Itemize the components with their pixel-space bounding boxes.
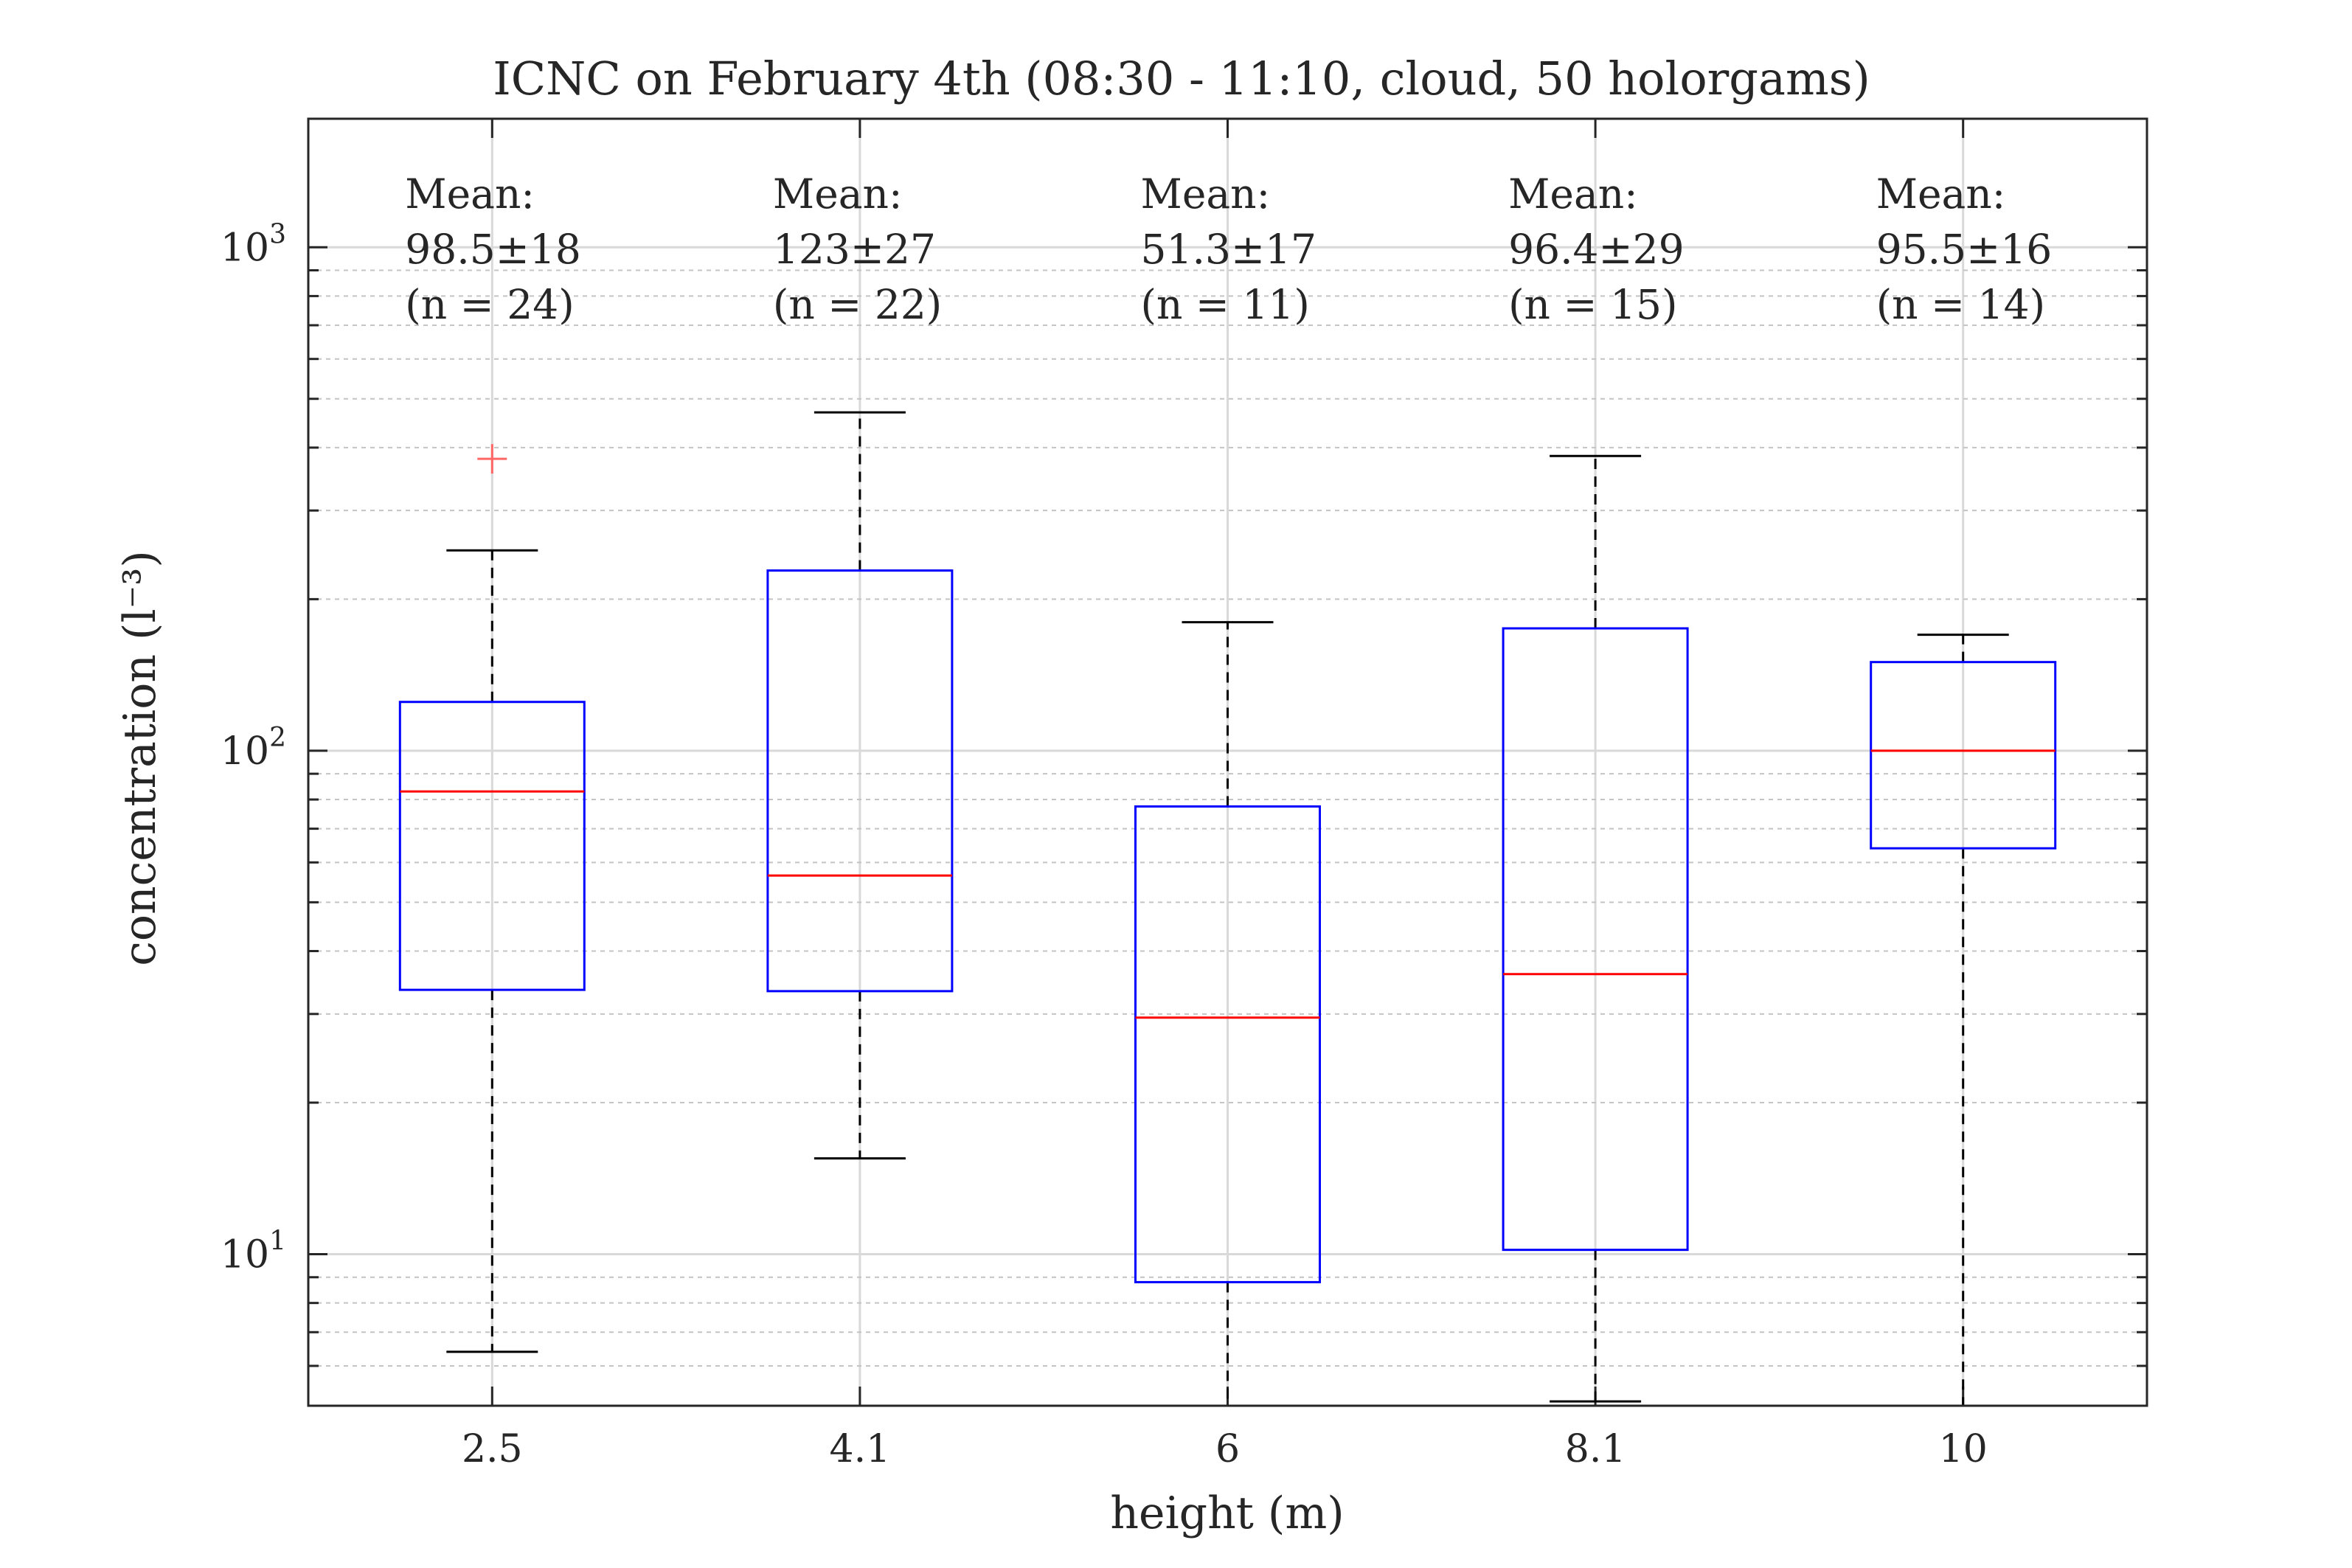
sample-count: (n = 22) <box>773 281 942 328</box>
box-group <box>398 444 586 1353</box>
y-tick-label: 102 <box>221 723 286 774</box>
mean-label: Mean: <box>1508 170 1638 218</box>
iqr-box <box>1870 661 2057 850</box>
y-tick-label-exponent: 1 <box>269 1227 286 1257</box>
sample-count: (n = 14) <box>1876 281 2045 328</box>
x-tick-label: 4.1 <box>830 1427 891 1471</box>
mean-value: 96.4±29 <box>1508 226 1685 273</box>
mean-value: 51.3±17 <box>1141 226 1317 273</box>
box-group <box>1134 621 1321 1406</box>
y-axis-label: concentration (l⁻³) <box>114 550 166 966</box>
y-tick-label-base: 10 <box>221 1233 269 1277</box>
sample-count: (n = 11) <box>1141 281 1310 328</box>
mean-value: 95.5±16 <box>1876 226 2053 273</box>
y-tick-label: 101 <box>221 1227 286 1277</box>
box-group <box>1870 634 2057 1406</box>
axes-frame <box>307 117 2148 1407</box>
outlier-marker <box>477 444 507 474</box>
box-group <box>766 411 954 1160</box>
iqr-box <box>1134 805 1321 1283</box>
x-tick-label: 2.5 <box>462 1427 523 1471</box>
annotations-layer: Mean: 98.5±18 (n = 24) Mean: 123±27 (n = 22) M… <box>405 170 2052 328</box>
x-tick-label: 8.1 <box>1565 1427 1626 1471</box>
y-tick-label-base: 10 <box>221 226 269 270</box>
box-group <box>1502 454 1689 1403</box>
mean-value: 98.5±18 <box>405 226 581 273</box>
y-tick-label-base: 10 <box>221 729 269 774</box>
iqr-box <box>766 569 954 993</box>
y-tick-label-exponent: 2 <box>269 723 286 753</box>
chart-title: ICNC on February 4th (08:30 - 11:10, clo… <box>493 52 1870 105</box>
mean-label: Mean: <box>1141 170 1271 218</box>
mean-label: Mean: <box>773 170 903 218</box>
mean-label: Mean: <box>405 170 535 218</box>
sample-count: (n = 24) <box>405 281 574 328</box>
iqr-box <box>1502 627 1689 1252</box>
boxes-layer <box>398 411 2057 1406</box>
sample-count: (n = 15) <box>1508 281 1677 328</box>
x-axis-label: height (m) <box>1110 1488 1344 1539</box>
x-tick-label: 10 <box>1939 1427 1988 1471</box>
x-tick-label: 6 <box>1215 1427 1240 1471</box>
mean-label: Mean: <box>1876 170 2006 218</box>
y-tick-label: 103 <box>221 219 286 270</box>
mean-value: 123±27 <box>773 226 936 273</box>
y-tick-label-exponent: 3 <box>269 219 286 249</box>
iqr-box <box>398 701 586 991</box>
